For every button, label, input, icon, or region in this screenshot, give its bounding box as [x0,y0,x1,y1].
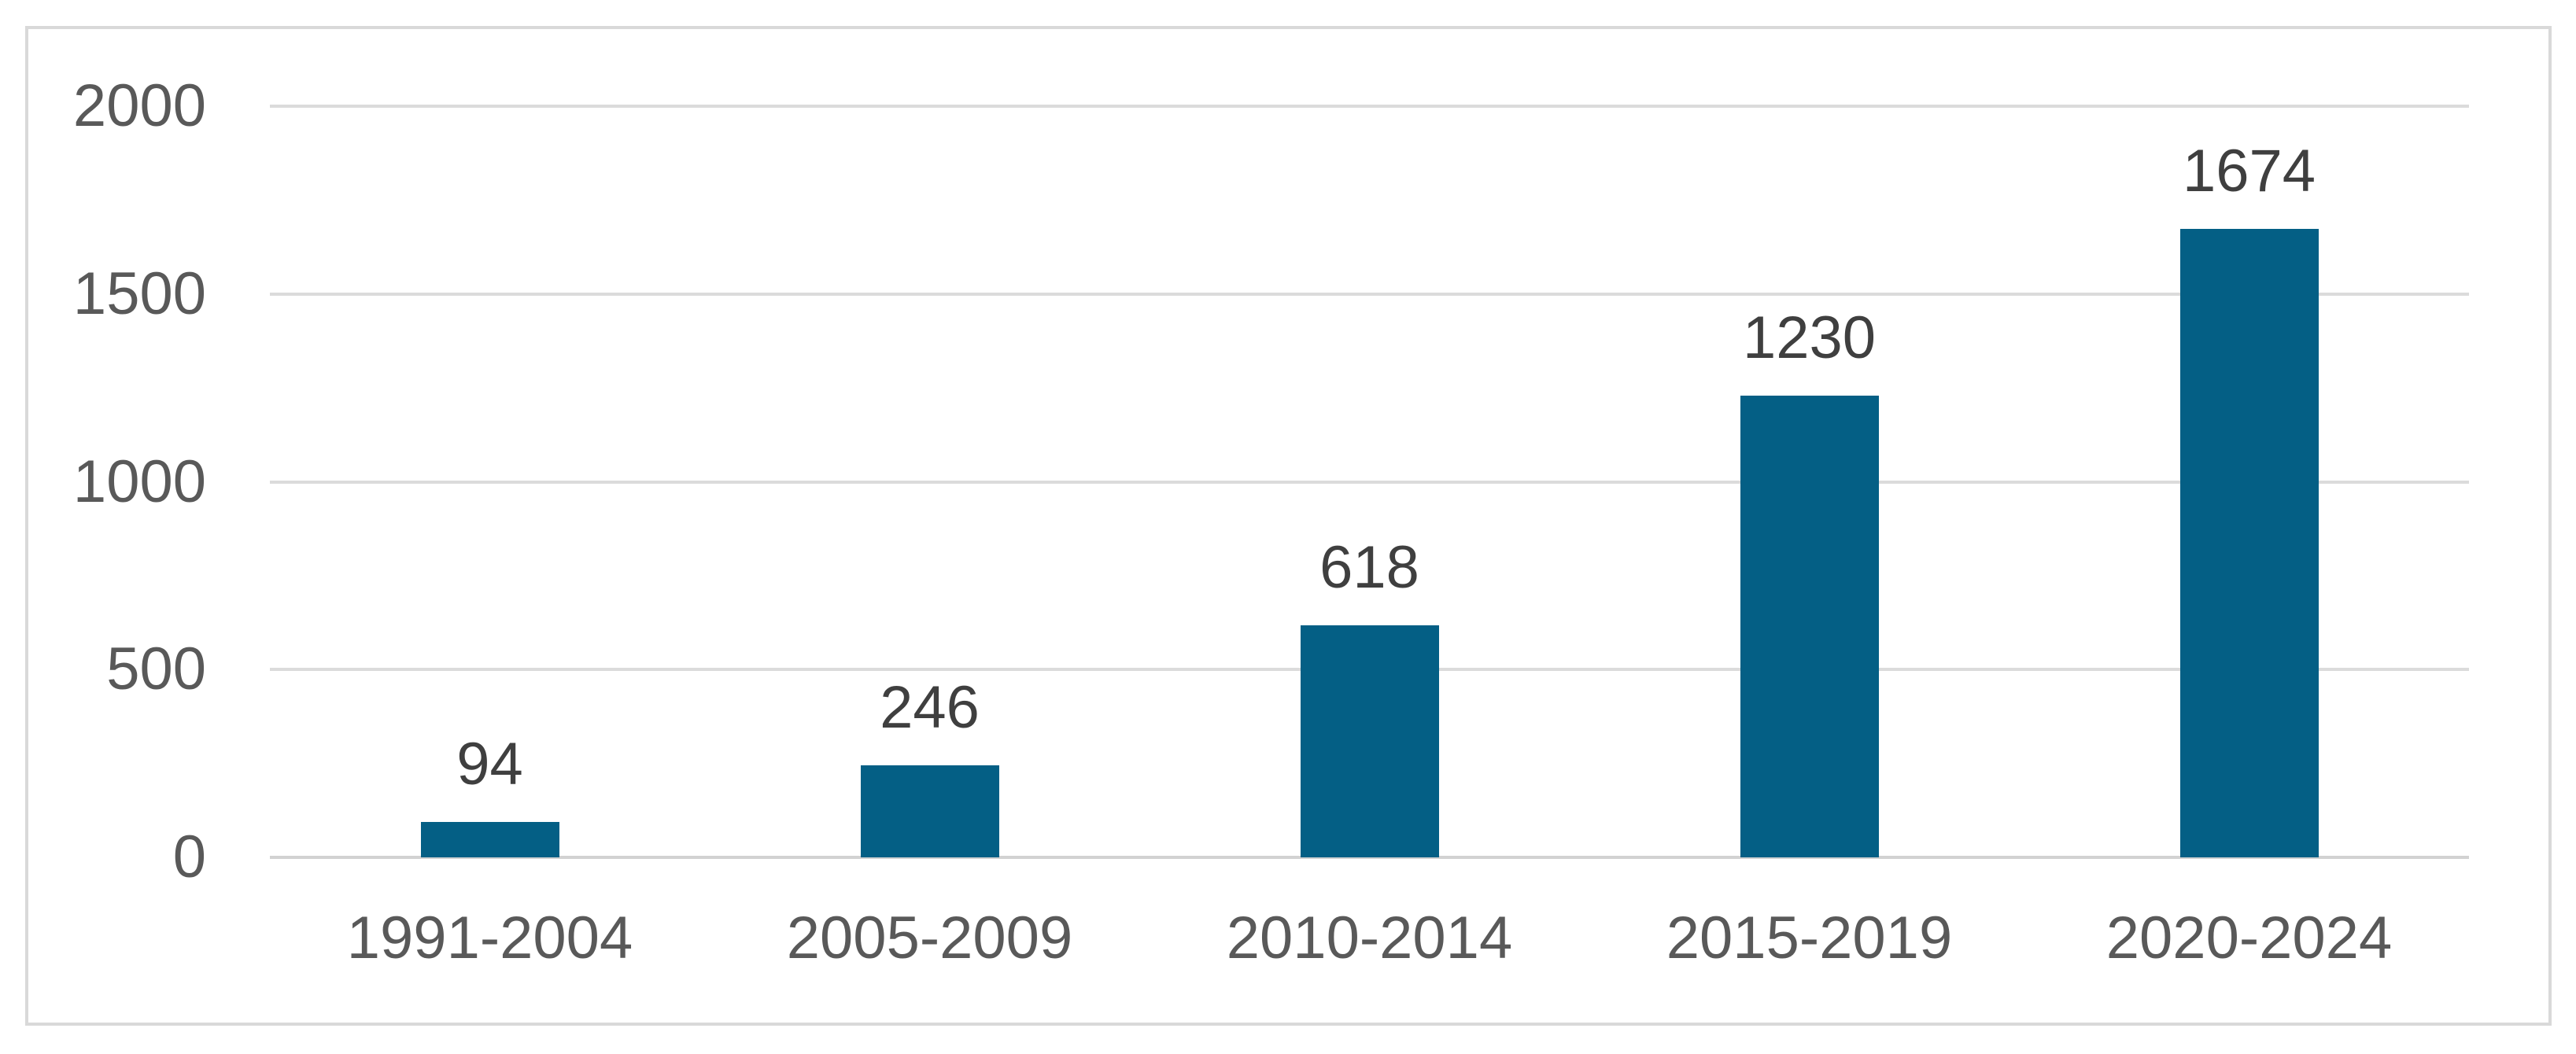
bar-value-label: 618 [1319,533,1419,601]
x-tick-label: 2020-2024 [2105,905,2393,971]
gridline [270,292,2469,296]
bar-2010-2014 [1300,625,1439,857]
bar-value-label: 94 [456,731,523,798]
gridline [270,105,2469,108]
y-tick-label: 500 [106,636,206,703]
axis-baseline [270,856,2469,859]
y-tick-label: 0 [172,824,206,890]
x-tick-label: 2015-2019 [1666,905,1953,971]
bar-2020-2024 [2179,228,2319,857]
x-tick-label: 2005-2009 [786,905,1073,971]
bar-value-label: 246 [880,673,980,741]
y-tick-label: 1500 [72,260,206,327]
bar-2015-2019 [1740,395,1879,857]
gridline [270,480,2469,484]
chart-frame: 0 500 1000 1500 2000 94 1991-2004 246 2005-2009 6… [25,26,2552,1026]
bar-1991-2004 [420,822,559,857]
x-tick-label: 2010-2014 [1226,905,1513,971]
y-tick-label: 2000 [72,72,206,139]
y-tick-label: 1000 [72,448,206,515]
bar-2005-2009 [860,765,999,857]
bar-value-label: 1674 [2182,137,2316,205]
bar-value-label: 1230 [1742,304,1877,371]
x-tick-label: 1991-2004 [346,905,633,971]
